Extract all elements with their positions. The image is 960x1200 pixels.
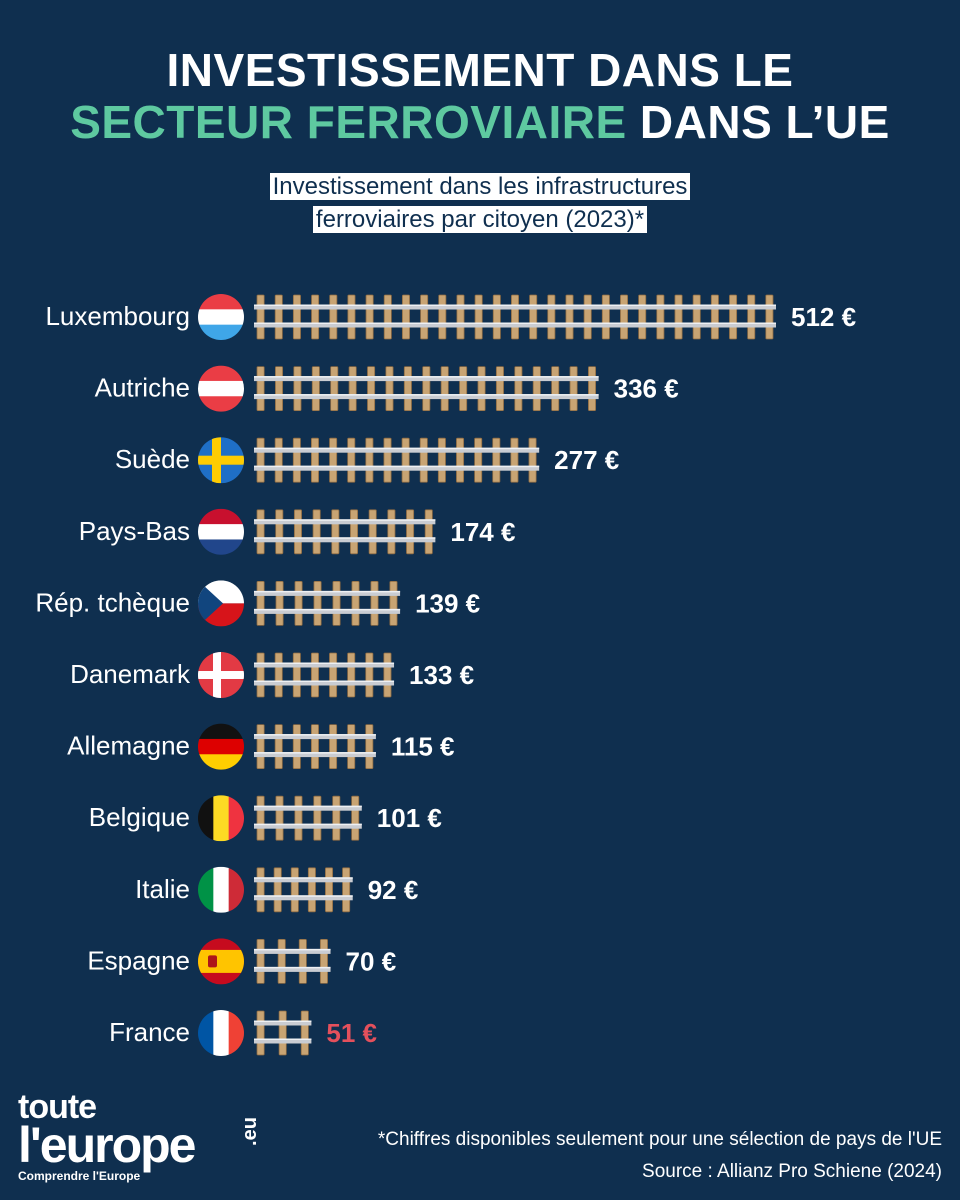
bar-row-pays-bas: Pays-Bas 174 € bbox=[79, 508, 515, 555]
value-label-allemagne: 115 € bbox=[391, 732, 455, 762]
bar-luxembourg bbox=[254, 294, 776, 340]
country-label-italie: Italie bbox=[135, 874, 190, 904]
value-label-italie: 92 € bbox=[368, 875, 419, 905]
bar-allemagne bbox=[254, 724, 376, 770]
country-label-pays-bas: Pays-Bas bbox=[79, 516, 190, 546]
bar-rep-tcheque bbox=[254, 580, 401, 626]
bar-row-danemark: Danemark 133 € bbox=[70, 652, 474, 698]
rail-investment-chart: Luxembourg 512 € Autriche 336 € Suède 277 € Pa… bbox=[35, 294, 856, 1056]
brand-line1: toute bbox=[18, 1088, 97, 1126]
brand-logo: toute l'europe Comprendre l'Europe .eu bbox=[18, 1088, 261, 1184]
country-label-france: France bbox=[109, 1017, 190, 1047]
country-label-allemagne: Allemagne bbox=[67, 731, 190, 761]
country-label-espagne: Espagne bbox=[87, 945, 190, 975]
footnote-note: *Chiffres disponibles seulement pour une… bbox=[377, 1129, 942, 1150]
value-label-luxembourg: 512 € bbox=[791, 302, 856, 332]
value-label-autriche: 336 € bbox=[614, 374, 679, 404]
page-title-line1: INVESTISSEMENT DANS LE bbox=[166, 44, 794, 96]
value-label-danemark: 133 € bbox=[409, 660, 474, 690]
value-label-rep-tcheque: 139 € bbox=[415, 588, 480, 618]
brand-suffix: .eu bbox=[238, 1117, 261, 1146]
bar-row-belgique: Belgique 101 € bbox=[89, 795, 442, 842]
bar-suede bbox=[254, 437, 540, 483]
spain-flag bbox=[198, 938, 244, 985]
bar-row-rep-tcheque: Rép. tchèque 139 € bbox=[35, 580, 480, 627]
bar-row-allemagne: Allemagne 115 € bbox=[67, 723, 455, 770]
bar-row-autriche: Autriche 336 € bbox=[95, 365, 679, 412]
bar-row-italie: Italie 92 € bbox=[135, 866, 419, 913]
page-title-line2: SECTEUR FERROVIAIRE DANS L’UE bbox=[0, 96, 960, 148]
chart-subtitle-line1: Investissement dans les infrastructures bbox=[269, 173, 691, 200]
footnote: *Chiffres disponibles seulement pour une… bbox=[378, 1124, 942, 1188]
bar-row-espagne: Espagne 70 € bbox=[87, 938, 397, 985]
bar-danemark bbox=[254, 652, 395, 698]
bar-espagne bbox=[254, 939, 331, 984]
bar-row-france: France 51 € bbox=[109, 1010, 377, 1056]
bar-pays-bas bbox=[254, 509, 436, 555]
czechia-flag bbox=[198, 580, 244, 627]
chart-subtitle: Investissement dans les infrastructures … bbox=[0, 170, 960, 236]
page-title-rest: DANS L’UE bbox=[639, 96, 890, 148]
value-label-suede: 277 € bbox=[554, 445, 619, 475]
bar-row-luxembourg: Luxembourg 512 € bbox=[45, 294, 856, 340]
sweden-flag bbox=[198, 437, 244, 484]
country-label-suede: Suède bbox=[115, 444, 190, 474]
country-label-danemark: Danemark bbox=[70, 659, 191, 689]
value-label-pays-bas: 174 € bbox=[450, 517, 515, 547]
value-label-belgique: 101 € bbox=[377, 803, 442, 833]
country-label-luxembourg: Luxembourg bbox=[45, 301, 190, 331]
bar-row-suede: Suède 277 € bbox=[115, 437, 619, 484]
bar-italie bbox=[254, 867, 353, 913]
brand-tagline: Comprendre l'Europe bbox=[18, 1169, 141, 1183]
country-label-belgique: Belgique bbox=[89, 802, 190, 832]
belgium-flag bbox=[198, 795, 244, 842]
footnote-source: Source : Allianz Pro Schiene (2024) bbox=[642, 1161, 942, 1182]
germany-flag bbox=[198, 723, 244, 770]
france-flag bbox=[198, 1010, 244, 1056]
denmark-flag bbox=[198, 652, 244, 698]
value-label-france: 51 € bbox=[326, 1018, 377, 1048]
page-title-accent: SECTEUR FERROVIAIRE bbox=[70, 96, 627, 148]
value-label-espagne: 70 € bbox=[346, 946, 397, 976]
chart-subtitle-line2: ferroviaires par citoyen (2023)* bbox=[312, 206, 648, 233]
bar-france bbox=[254, 1010, 312, 1056]
country-label-autriche: Autriche bbox=[95, 373, 190, 403]
bar-belgique bbox=[254, 795, 362, 841]
italy-flag bbox=[198, 866, 244, 913]
bar-autriche bbox=[254, 366, 599, 411]
luxembourg-flag bbox=[198, 294, 244, 340]
country-label-rep-tcheque: Rép. tchèque bbox=[35, 587, 190, 617]
brand-line2: l'europe bbox=[18, 1117, 196, 1173]
netherlands-flag bbox=[198, 508, 244, 555]
austria-flag bbox=[198, 365, 244, 412]
